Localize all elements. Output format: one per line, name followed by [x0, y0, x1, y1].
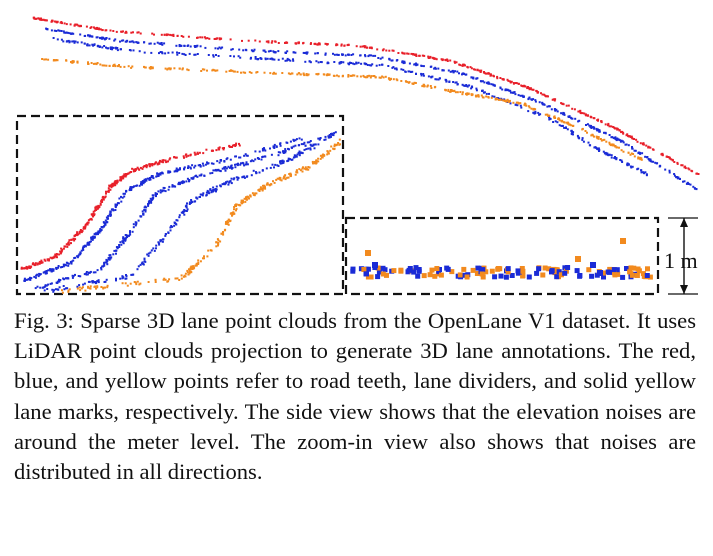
overview-view: [32, 16, 700, 191]
side-view-frame: [344, 216, 660, 296]
lane-point-cloud-figure: 1 m: [15, 16, 700, 296]
side-view: [344, 216, 660, 296]
figure-caption: Fig. 3: Sparse 3D lane point clouds from…: [14, 308, 696, 485]
zoom-in-view: [15, 114, 345, 296]
zoom-in-frame: [15, 114, 345, 296]
scale-bar: 1 m: [664, 217, 698, 295]
scale-label: 1 m: [664, 248, 698, 273]
